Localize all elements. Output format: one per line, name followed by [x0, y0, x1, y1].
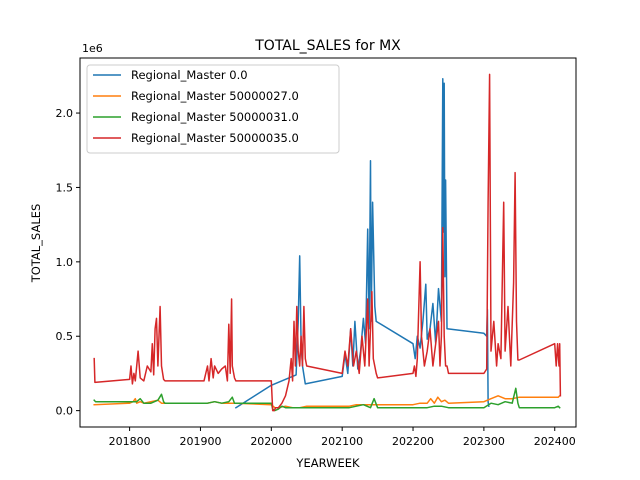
- series-line-0: [234, 78, 490, 409]
- series-line-3: [93, 73, 562, 412]
- chart-title: TOTAL_SALES for MX: [254, 38, 401, 54]
- legend-label-2: Regional_Master 50000031.0: [131, 110, 299, 124]
- y-tick-label-1: 0.5: [56, 330, 74, 343]
- x-tick-label-3: 202100: [321, 435, 363, 448]
- legend-label-1: Regional_Master 50000027.0: [131, 89, 299, 103]
- y-tick-label-4: 2.0: [56, 107, 74, 120]
- series-lines: [93, 73, 562, 412]
- y-tick-label-2: 1.0: [56, 256, 74, 269]
- plot-frame: [79, 57, 577, 428]
- y-tick-label-3: 1.5: [56, 181, 74, 194]
- x-axis: 201800 201900 202000 202100 202200 202300 2024…: [109, 427, 576, 448]
- x-tick-label-2: 202000: [250, 435, 292, 448]
- x-tick-label-5: 202300: [463, 435, 505, 448]
- x-tick-label-6: 202400: [534, 435, 576, 448]
- legend-label-3: Regional_Master 50000035.0: [131, 131, 299, 145]
- y-axis: 0.0 0.5 1.0 1.5 2.0: [56, 107, 80, 418]
- x-tick-label-4: 202200: [392, 435, 434, 448]
- y-axis-label: TOTAL_SALES: [29, 204, 43, 284]
- legend-box: [86, 64, 340, 154]
- legend: Regional_Master 0.0 Regional_Master 50000…: [86, 64, 340, 154]
- x-tick-label-0: 201800: [109, 435, 151, 448]
- series-line-2: [93, 387, 561, 412]
- y-axis-offset-label: 1e6: [82, 42, 103, 55]
- x-tick-label-1: 201900: [179, 435, 221, 448]
- x-axis-label: YEARWEEK: [295, 456, 360, 470]
- legend-label-0: Regional_Master 0.0: [131, 68, 248, 82]
- plot-area: [79, 57, 577, 428]
- y-tick-label-0: 0.0: [56, 405, 74, 418]
